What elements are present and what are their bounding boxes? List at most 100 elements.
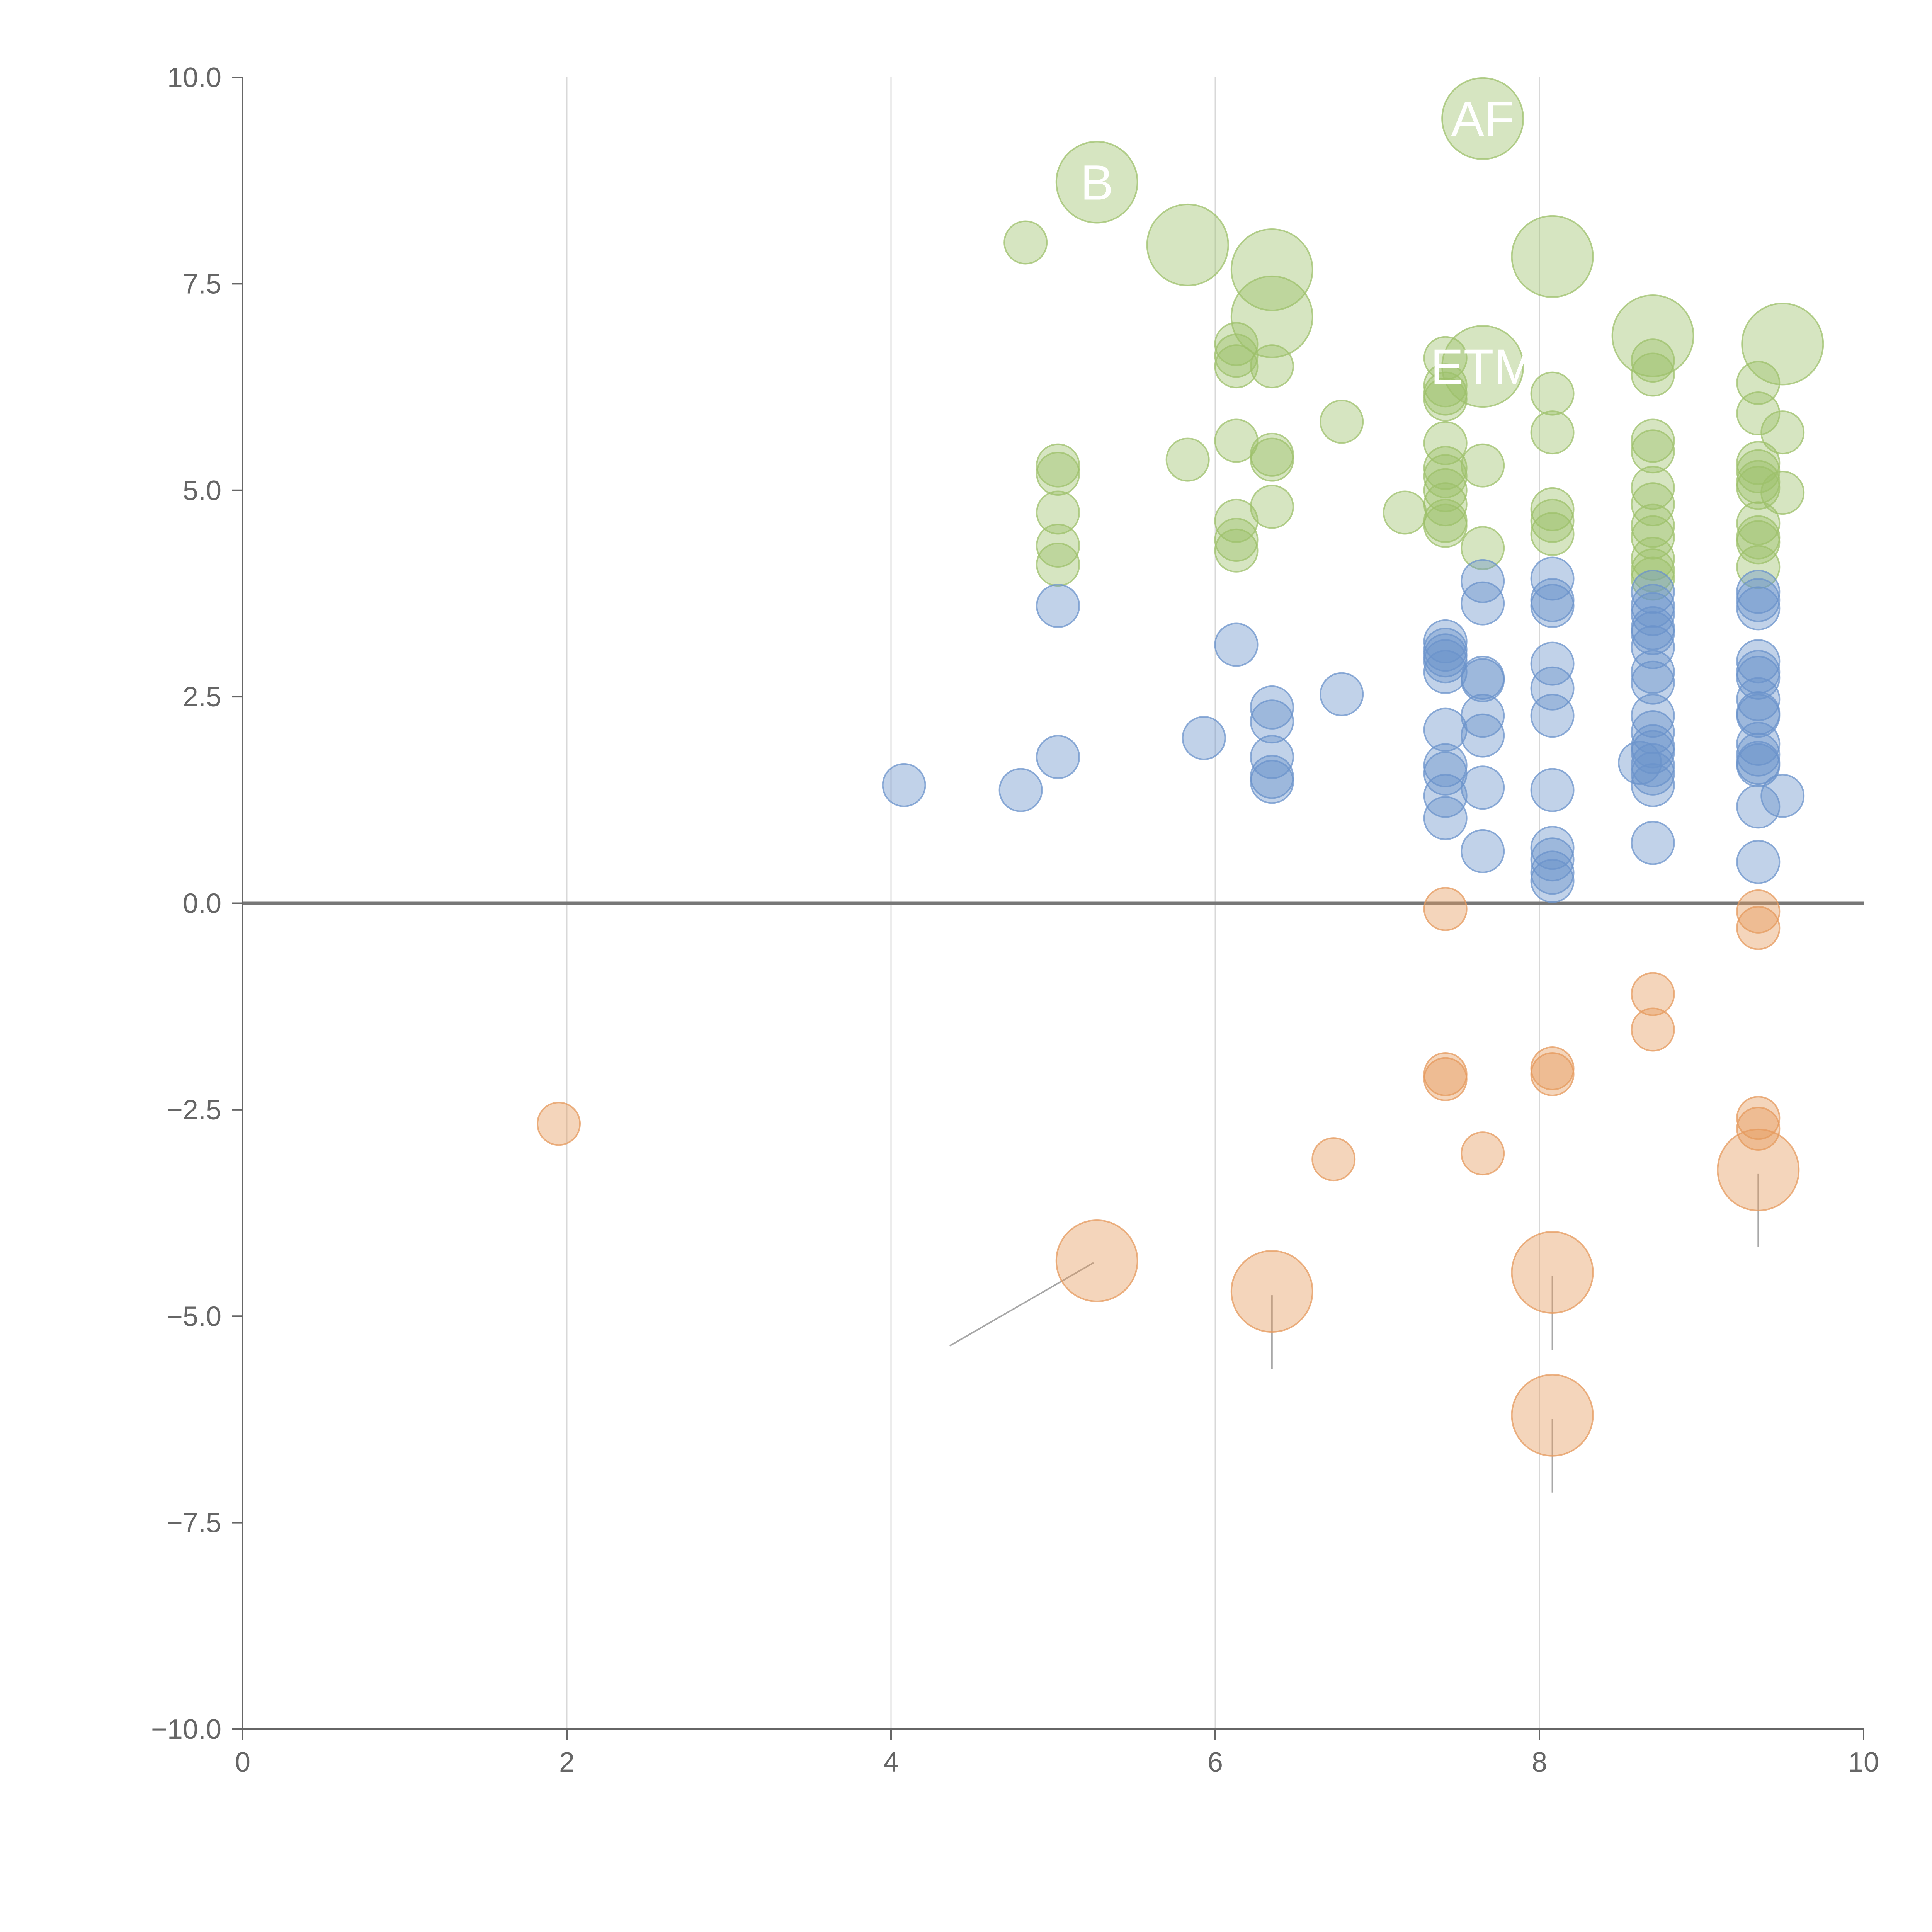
label-layer: AF B ETM bbox=[1080, 92, 1535, 395]
data-point-mid bbox=[1461, 829, 1505, 873]
data-point-high bbox=[1530, 410, 1575, 455]
x-tick-label: 4 bbox=[883, 1747, 899, 1778]
axis-layer: 0 2 4 6 8 10 10.0 7.5 5.0 2.5 0.0 −2.5 −5.0 −7.5 −10.0 bbox=[151, 62, 1879, 1778]
data-point-mid bbox=[1530, 826, 1575, 870]
data-point-mid bbox=[1423, 639, 1468, 684]
data-point-high bbox=[1461, 526, 1505, 570]
callout-line bbox=[1188, 248, 1197, 279]
highlight-bubble-high bbox=[1511, 215, 1594, 298]
data-point-mid bbox=[1250, 760, 1294, 804]
data-point-high bbox=[1530, 371, 1575, 416]
data-point-high bbox=[1530, 512, 1575, 556]
data-point-high bbox=[1736, 501, 1781, 546]
data-point-mid bbox=[1631, 625, 1675, 669]
data-point-mid bbox=[1036, 584, 1080, 628]
highlight-bubble-negative bbox=[1717, 1128, 1800, 1211]
data-point-high bbox=[1423, 336, 1468, 380]
data-point-high bbox=[1736, 520, 1781, 565]
data-point-high bbox=[1760, 410, 1805, 455]
data-point-high bbox=[1530, 487, 1575, 531]
data-point-high bbox=[1631, 556, 1675, 601]
highlight-bubble-high bbox=[1055, 141, 1138, 224]
data-point-negative bbox=[1736, 1096, 1781, 1140]
data-point-mid bbox=[1736, 586, 1781, 631]
data-point-mid bbox=[1530, 641, 1575, 686]
data-point-mid bbox=[1530, 768, 1575, 812]
data-point-mid bbox=[1631, 650, 1675, 694]
data-point-mid bbox=[1423, 796, 1468, 840]
callout-line bbox=[1485, 100, 1514, 117]
data-point-high bbox=[1736, 545, 1781, 589]
data-point-high bbox=[1423, 377, 1468, 422]
data-point-high bbox=[1631, 537, 1675, 581]
callout-line bbox=[1762, 315, 1781, 342]
data-point-mid bbox=[1461, 559, 1505, 603]
highlight-bubble-negative bbox=[1511, 1374, 1594, 1457]
data-point-negative bbox=[1736, 906, 1781, 950]
callout-line bbox=[1555, 238, 1583, 255]
highlight-bubble-high bbox=[1741, 303, 1824, 386]
data-point-high bbox=[1383, 490, 1427, 535]
highlight-bubble-high bbox=[1230, 228, 1313, 311]
data-point-high bbox=[1214, 333, 1259, 378]
callout-layer bbox=[949, 100, 1781, 1493]
data-point-high bbox=[1036, 490, 1080, 535]
data-point-high bbox=[1250, 485, 1294, 529]
highlight-bubble-high bbox=[1230, 275, 1313, 358]
bubble-label: AF bbox=[1451, 92, 1514, 147]
data-point-high bbox=[1423, 421, 1468, 465]
data-point-mid bbox=[1631, 592, 1675, 636]
data-point-high bbox=[1003, 220, 1048, 265]
data-point-high bbox=[1631, 466, 1675, 510]
x-tick-label: 0 bbox=[235, 1747, 250, 1778]
data-point-high bbox=[1036, 543, 1080, 587]
data-point-high bbox=[1036, 523, 1080, 568]
data-point-mid bbox=[1530, 859, 1575, 903]
data-point-mid bbox=[1736, 784, 1781, 829]
data-point-mid bbox=[1631, 821, 1675, 865]
data-point-negative bbox=[1530, 1052, 1575, 1096]
y-tick-label: 7.5 bbox=[183, 269, 221, 299]
data-point-high bbox=[1214, 418, 1259, 463]
data-point-negative bbox=[1631, 972, 1675, 1016]
data-point-mid bbox=[1250, 699, 1294, 744]
data-point-mid bbox=[1461, 713, 1505, 758]
data-point-mid bbox=[1530, 694, 1575, 738]
data-point-high bbox=[1760, 471, 1805, 515]
data-point-mid bbox=[1530, 666, 1575, 711]
data-point-mid bbox=[1036, 735, 1080, 779]
data-point-negative bbox=[1311, 1137, 1356, 1182]
data-point-negative bbox=[1423, 887, 1468, 931]
data-point-high bbox=[1631, 352, 1675, 397]
data-point-mid bbox=[1631, 570, 1675, 614]
bubble-label: B bbox=[1080, 155, 1113, 210]
highlight-bubble-high bbox=[1441, 77, 1524, 160]
data-point-mid bbox=[1631, 694, 1675, 738]
callout-line bbox=[1237, 316, 1269, 321]
data-point-high bbox=[1165, 437, 1210, 482]
y-tick-label: 2.5 bbox=[183, 682, 221, 713]
callout-line bbox=[1064, 169, 1094, 182]
data-point-high bbox=[1530, 498, 1575, 543]
data-point-mid bbox=[1760, 774, 1805, 818]
data-point-mid bbox=[998, 768, 1043, 812]
data-point-mid bbox=[1631, 751, 1675, 796]
data-point-mid bbox=[1461, 658, 1505, 702]
data-point-high bbox=[1631, 503, 1675, 548]
data-point-high bbox=[1461, 443, 1505, 488]
data-point-negative bbox=[537, 1102, 581, 1146]
y-tick-label: −7.5 bbox=[167, 1508, 221, 1539]
data-point-mid bbox=[1736, 639, 1781, 684]
x-tick-label: 10 bbox=[1848, 1747, 1879, 1778]
data-point-mid bbox=[1182, 716, 1226, 760]
data-point-high bbox=[1631, 338, 1675, 383]
y-tick-label: 5.0 bbox=[183, 475, 221, 506]
data-point-high bbox=[1423, 454, 1468, 498]
data-point-high bbox=[1250, 437, 1294, 482]
y-tick-label: −2.5 bbox=[167, 1095, 221, 1126]
data-point-high bbox=[1214, 344, 1259, 389]
data-point-mid bbox=[1320, 672, 1364, 716]
highlight-bubble-negative bbox=[1511, 1231, 1594, 1314]
y-tick-label: −10.0 bbox=[151, 1714, 221, 1745]
x-tick-label: 8 bbox=[1532, 1747, 1547, 1778]
